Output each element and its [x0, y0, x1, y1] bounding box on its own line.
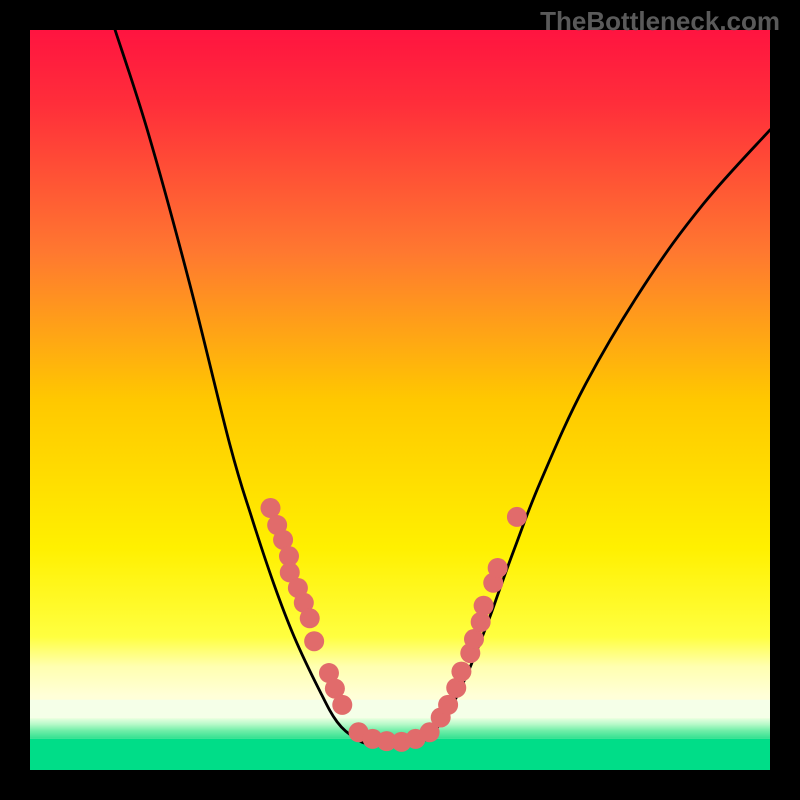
data-point — [304, 631, 324, 651]
data-point — [451, 662, 471, 682]
data-point — [507, 507, 527, 527]
data-point — [474, 596, 494, 616]
chart-svg-layer — [0, 0, 800, 800]
chart-canvas: TheBottleneck.com — [0, 0, 800, 800]
data-point — [438, 695, 458, 715]
data-point — [464, 629, 484, 649]
data-point — [332, 695, 352, 715]
data-point — [488, 558, 508, 578]
data-point — [300, 608, 320, 628]
data-point — [261, 498, 281, 518]
watermark-text: TheBottleneck.com — [540, 6, 780, 37]
